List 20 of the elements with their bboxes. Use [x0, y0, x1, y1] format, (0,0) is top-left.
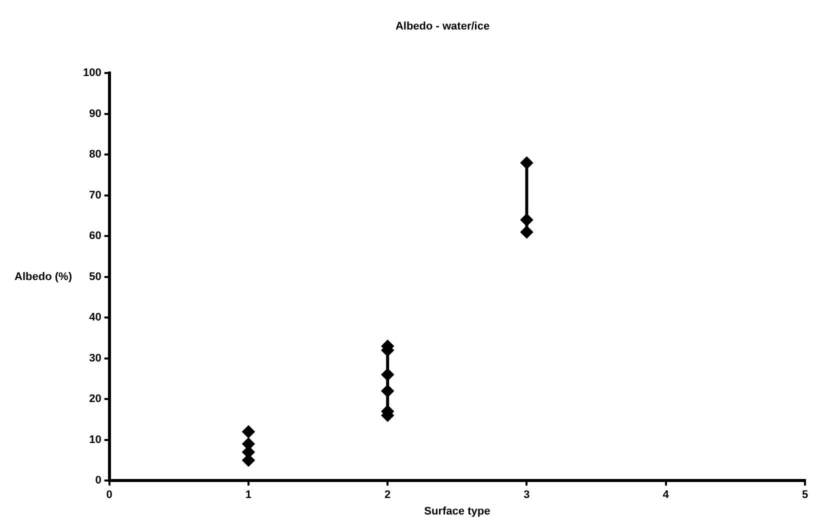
x-tick-label: 1: [245, 489, 252, 502]
x-tick-label: 5: [802, 489, 808, 502]
y-tick-label: 20: [89, 393, 102, 406]
y-tick-label: 10: [89, 434, 102, 446]
y-tick-label: 0: [95, 474, 102, 487]
y-axis-title: Albedo (%): [14, 270, 72, 283]
x-tick-label: 3: [524, 489, 530, 502]
chart-title: Albedo - water/ice: [395, 20, 490, 33]
y-tick-label: 50: [89, 270, 102, 283]
y-tick-label: 40: [89, 312, 102, 324]
y-tick-label: 90: [89, 108, 102, 120]
y-tick-label: 30: [89, 352, 102, 364]
x-tick-label: 2: [384, 489, 391, 502]
y-tick-label: 100: [82, 67, 102, 80]
y-tick-label: 60: [89, 230, 102, 242]
x-tick-label: 0: [106, 489, 112, 502]
x-axis-title: Surface type: [424, 505, 490, 518]
y-tick-label: 70: [89, 189, 102, 202]
y-tick-label: 80: [89, 148, 102, 161]
x-tick-label: 4: [662, 489, 670, 502]
